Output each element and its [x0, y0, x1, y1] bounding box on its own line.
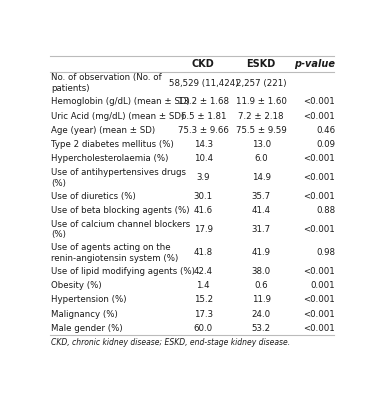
Text: Use of beta blocking agents (%): Use of beta blocking agents (%): [51, 206, 190, 215]
Text: 58,529 (11,424): 58,529 (11,424): [169, 79, 238, 88]
Text: 31.7: 31.7: [252, 225, 271, 234]
Text: Use of calcium channel blockers
(%): Use of calcium channel blockers (%): [51, 220, 190, 239]
Text: 53.2: 53.2: [252, 324, 271, 333]
Text: 14.9: 14.9: [252, 173, 271, 182]
Text: 38.0: 38.0: [252, 267, 271, 276]
Text: 0.001: 0.001: [310, 281, 335, 290]
Text: Use of antihypertensives drugs
(%): Use of antihypertensives drugs (%): [51, 168, 186, 188]
Text: 75.5 ± 9.59: 75.5 ± 9.59: [236, 126, 286, 135]
Text: 60.0: 60.0: [194, 324, 213, 333]
Text: No. of observation (No. of
patients): No. of observation (No. of patients): [51, 73, 162, 93]
Text: Hypercholesterolaemia (%): Hypercholesterolaemia (%): [51, 154, 168, 164]
Text: 0.46: 0.46: [316, 126, 335, 135]
Text: Hemoglobin (g/dL) (mean ± SD): Hemoglobin (g/dL) (mean ± SD): [51, 98, 190, 106]
Text: p-value: p-value: [294, 59, 335, 69]
Text: Uric Acid (mg/dL) (mean ± SD): Uric Acid (mg/dL) (mean ± SD): [51, 112, 184, 121]
Text: 0.98: 0.98: [316, 248, 335, 257]
Text: 30.1: 30.1: [194, 192, 213, 201]
Text: 6.5 ± 1.81: 6.5 ± 1.81: [181, 112, 226, 121]
Text: 7.2 ± 2.18: 7.2 ± 2.18: [239, 112, 284, 121]
Text: Type 2 diabetes mellitus (%): Type 2 diabetes mellitus (%): [51, 140, 174, 149]
Text: 1.4: 1.4: [196, 281, 210, 290]
Text: 41.8: 41.8: [194, 248, 213, 257]
Text: <0.001: <0.001: [303, 173, 335, 182]
Text: <0.001: <0.001: [303, 310, 335, 319]
Text: 11.9 ± 1.60: 11.9 ± 1.60: [236, 98, 287, 106]
Text: 14.3: 14.3: [194, 140, 213, 149]
Text: 15.2: 15.2: [194, 295, 213, 304]
Text: Malignancy (%): Malignancy (%): [51, 310, 118, 319]
Text: 6.0: 6.0: [254, 154, 268, 164]
Text: <0.001: <0.001: [303, 324, 335, 333]
Text: CKD: CKD: [192, 59, 215, 69]
Text: 13.0: 13.0: [252, 140, 271, 149]
Text: 42.4: 42.4: [194, 267, 213, 276]
Text: 10.4: 10.4: [194, 154, 213, 164]
Text: Male gender (%): Male gender (%): [51, 324, 123, 333]
Text: 41.6: 41.6: [194, 206, 213, 215]
Text: <0.001: <0.001: [303, 267, 335, 276]
Text: 0.6: 0.6: [254, 281, 268, 290]
Text: 41.4: 41.4: [252, 206, 271, 215]
Text: <0.001: <0.001: [303, 112, 335, 121]
Text: 35.7: 35.7: [252, 192, 271, 201]
Text: 13.2 ± 1.68: 13.2 ± 1.68: [178, 98, 229, 106]
Text: 2,257 (221): 2,257 (221): [236, 79, 286, 88]
Text: 41.9: 41.9: [252, 248, 271, 257]
Text: <0.001: <0.001: [303, 154, 335, 164]
Text: 0.88: 0.88: [316, 206, 335, 215]
Text: Use of lipid modifying agents (%): Use of lipid modifying agents (%): [51, 267, 195, 276]
Text: CKD, chronic kidney disease; ESKD, end-stage kidney disease.: CKD, chronic kidney disease; ESKD, end-s…: [51, 338, 290, 347]
Text: <0.001: <0.001: [303, 295, 335, 304]
Text: ESKD: ESKD: [246, 59, 276, 69]
Text: 17.9: 17.9: [194, 225, 213, 234]
Text: Use of agents acting on the
renin-angiotensin system (%): Use of agents acting on the renin-angiot…: [51, 243, 178, 262]
Text: <0.001: <0.001: [303, 225, 335, 234]
Text: <0.001: <0.001: [303, 98, 335, 106]
Text: 24.0: 24.0: [252, 310, 271, 319]
Text: Obesity (%): Obesity (%): [51, 281, 102, 290]
Text: Hypertension (%): Hypertension (%): [51, 295, 126, 304]
Text: Use of diuretics (%): Use of diuretics (%): [51, 192, 136, 201]
Text: 75.3 ± 9.66: 75.3 ± 9.66: [178, 126, 229, 135]
Text: 17.3: 17.3: [194, 310, 213, 319]
Text: Age (year) (mean ± SD): Age (year) (mean ± SD): [51, 126, 155, 135]
Text: 11.9: 11.9: [252, 295, 271, 304]
Text: 0.09: 0.09: [316, 140, 335, 149]
Text: <0.001: <0.001: [303, 192, 335, 201]
Text: 3.9: 3.9: [196, 173, 210, 182]
